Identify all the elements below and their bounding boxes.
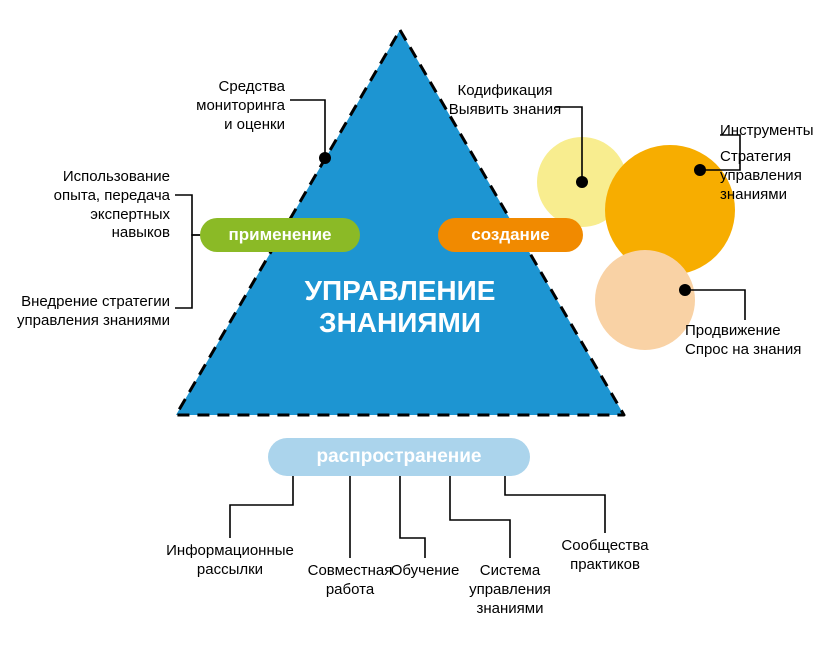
label-km-strategy-l2: управления знаниями bbox=[12, 312, 170, 331]
triangle-title-line2: ЗНАНИЯМИ bbox=[250, 307, 550, 339]
leader-dot-promotion bbox=[679, 284, 691, 296]
triangle-title-line1: УПРАВЛЕНИЕ bbox=[250, 275, 550, 307]
label-experience-l4: навыков bbox=[30, 224, 170, 243]
label-monitoring-l1: Средства bbox=[160, 78, 285, 97]
label-training: Обучение bbox=[385, 562, 465, 581]
label-km-strategy: Внедрение стратегии управления знаниями bbox=[12, 293, 170, 331]
label-newsletter-l2: рассылки bbox=[160, 561, 300, 580]
circle-peach bbox=[595, 250, 695, 350]
triangle-title: УПРАВЛЕНИЕ ЗНАНИЯМИ bbox=[250, 275, 550, 339]
label-codification-sub: Выявить знания bbox=[440, 101, 570, 120]
label-experience: Использование опыта, передача экспертных… bbox=[30, 168, 170, 243]
leader-dot-codification bbox=[576, 176, 588, 188]
label-strategy-right-l2: управления bbox=[720, 167, 835, 186]
pill-apply: применение bbox=[200, 218, 360, 252]
label-communities-l1: Сообщества bbox=[555, 537, 655, 556]
label-newsletter-l1: Информационные bbox=[160, 542, 300, 561]
label-promotion-sub: Спрос на знания bbox=[685, 341, 835, 360]
leader-dot-instruments bbox=[694, 164, 706, 176]
label-promotion-title: Продвижение bbox=[685, 322, 835, 341]
label-monitoring-l2: мониторинга bbox=[160, 97, 285, 116]
label-newsletter: Информационные рассылки bbox=[160, 542, 300, 580]
leader-monitoring bbox=[290, 100, 325, 158]
label-instruments: Инструменты bbox=[720, 122, 835, 141]
label-strategy-right-l3: знаниями bbox=[720, 186, 835, 205]
label-experience-l3: экспертных bbox=[30, 206, 170, 225]
label-monitoring-l3: и оценки bbox=[160, 116, 285, 135]
label-kms: Система управления знаниями bbox=[460, 562, 560, 618]
label-codification-title: Кодификация bbox=[440, 82, 570, 101]
pill-distribute: распространение bbox=[268, 438, 530, 476]
label-teamwork-l2: работа bbox=[300, 581, 400, 600]
label-communities: Сообщества практиков bbox=[555, 537, 655, 575]
label-monitoring: Средства мониторинга и оценки bbox=[160, 78, 285, 134]
label-codification: Кодификация Выявить знания bbox=[440, 82, 570, 120]
label-strategy-right: Стратегия управления знаниями bbox=[720, 148, 835, 204]
label-experience-l2: опыта, передача bbox=[30, 187, 170, 206]
label-km-strategy-l1: Внедрение стратегии bbox=[12, 293, 170, 312]
label-kms-l1: Система bbox=[460, 562, 560, 581]
pill-create: создание bbox=[438, 218, 583, 252]
label-strategy-right-l1: Стратегия bbox=[720, 148, 835, 167]
leader-dot-monitoring bbox=[319, 152, 331, 164]
label-kms-l3: знаниями bbox=[460, 600, 560, 619]
label-experience-l1: Использование bbox=[30, 168, 170, 187]
label-kms-l2: управления bbox=[460, 581, 560, 600]
label-communities-l2: практиков bbox=[555, 556, 655, 575]
label-promotion: Продвижение Спрос на знания bbox=[685, 322, 835, 360]
